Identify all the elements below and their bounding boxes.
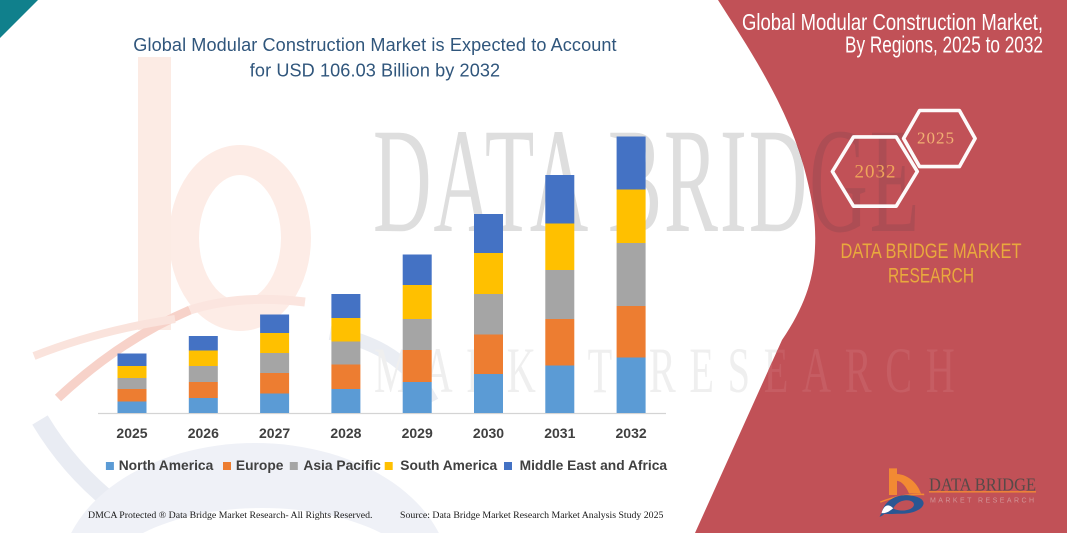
svg-text:2032: 2032 <box>616 425 647 441</box>
svg-text:DATA BRIDGE MARKET: DATA BRIDGE MARKET <box>841 240 1022 263</box>
svg-text:Middle East and Africa: Middle East and Africa <box>520 458 668 473</box>
svg-text:2032: 2032 <box>855 162 897 183</box>
svg-text:2030: 2030 <box>473 425 504 441</box>
svg-text:2026: 2026 <box>188 425 219 441</box>
svg-text:for USD 106.03 Billion by 2032: for USD 106.03 Billion by 2032 <box>250 61 500 81</box>
svg-text:Global Modular Construction Ma: Global Modular Construction Market, <box>742 9 1043 35</box>
svg-text:By Regions, 2025 to 2032: By Regions, 2025 to 2032 <box>845 32 1043 58</box>
svg-text:2025: 2025 <box>917 129 955 148</box>
svg-text:Asia Pacific: Asia Pacific <box>303 458 381 473</box>
svg-text:DATA BRIDGE: DATA BRIDGE <box>929 475 1036 495</box>
svg-text:Source: Data Bridge Market Res: Source: Data Bridge Market Research Mark… <box>400 510 663 521</box>
svg-text:Global Modular Construction Ma: Global Modular Construction Market is Ex… <box>133 35 616 55</box>
svg-text:RESEARCH: RESEARCH <box>888 265 974 288</box>
svg-text:2031: 2031 <box>544 425 575 441</box>
svg-text:South America: South America <box>400 458 497 473</box>
svg-text:2027: 2027 <box>259 425 290 441</box>
svg-text:MARKET RESEARCH: MARKET RESEARCH <box>930 498 1034 505</box>
svg-text:North America: North America <box>119 458 214 473</box>
svg-text:2025: 2025 <box>116 425 147 441</box>
svg-text:DMCA Protected ® Data Bridge M: DMCA Protected ® Data Bridge Market Rese… <box>88 510 372 521</box>
svg-text:2028: 2028 <box>330 425 361 441</box>
svg-text:2029: 2029 <box>402 425 433 441</box>
svg-text:Europe: Europe <box>236 458 284 473</box>
